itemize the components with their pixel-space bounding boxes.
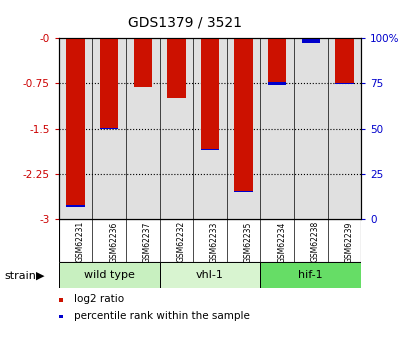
Bar (302, 38, 320, 43)
Text: vhl-1: vhl-1 (196, 270, 224, 280)
Text: log2 ratio: log2 ratio (74, 295, 123, 304)
Bar (66, 205, 85, 207)
Bar (134, 38, 152, 87)
Text: GSM62232: GSM62232 (176, 221, 185, 263)
FancyBboxPatch shape (160, 262, 260, 288)
Bar (201, 38, 219, 150)
Bar (335, 83, 354, 85)
Text: GSM62238: GSM62238 (311, 221, 320, 263)
Text: GSM62236: GSM62236 (109, 221, 118, 263)
Bar (201, 149, 219, 150)
FancyBboxPatch shape (59, 262, 160, 288)
Text: percentile rank within the sample: percentile rank within the sample (74, 311, 249, 321)
Text: strain: strain (4, 271, 36, 281)
Bar (66, 38, 85, 207)
Text: wild type: wild type (84, 270, 135, 280)
Text: GSM62233: GSM62233 (210, 221, 219, 263)
Text: GSM62235: GSM62235 (244, 221, 252, 263)
Bar (167, 38, 186, 98)
Text: hif-1: hif-1 (299, 270, 323, 280)
Bar (234, 191, 253, 192)
Text: GDS1379 / 3521: GDS1379 / 3521 (128, 16, 242, 29)
Bar (234, 38, 253, 192)
Bar (335, 38, 354, 85)
Text: GSM62234: GSM62234 (277, 221, 286, 263)
Bar (268, 38, 286, 85)
Bar (100, 38, 118, 128)
Bar (302, 37, 320, 43)
Text: GSM62239: GSM62239 (344, 221, 353, 263)
Bar (268, 82, 286, 85)
Text: ▶: ▶ (36, 271, 44, 281)
Text: GSM62237: GSM62237 (143, 221, 152, 263)
Text: GSM62231: GSM62231 (76, 221, 84, 263)
FancyBboxPatch shape (260, 262, 361, 288)
